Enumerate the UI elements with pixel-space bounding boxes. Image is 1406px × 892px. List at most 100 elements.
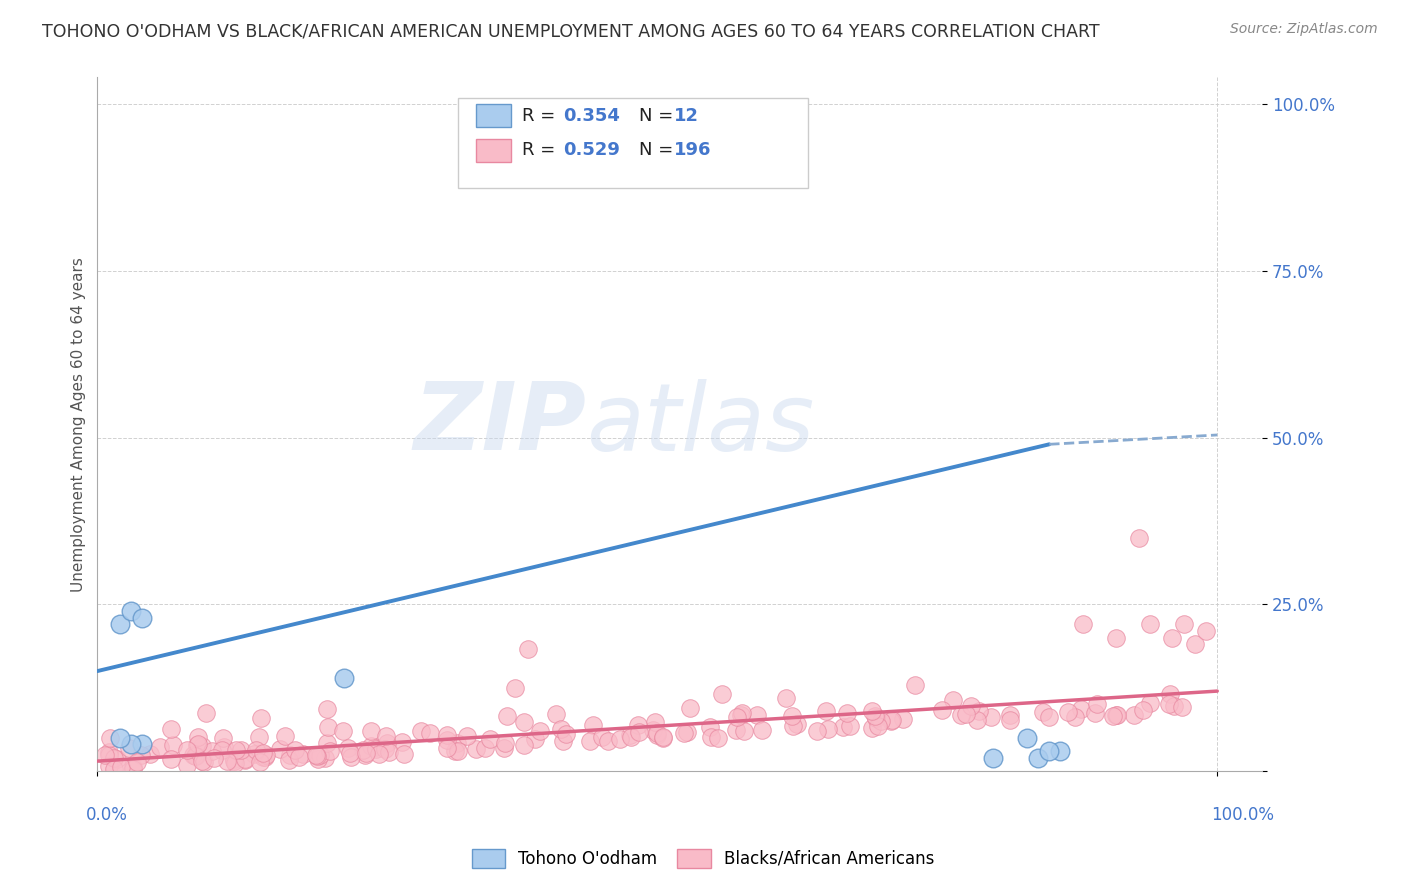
Point (191, 755, 214, 769)
Point (110, 760, 132, 774)
Point (959, 699, 981, 714)
Point (700, 730, 723, 744)
Point (309, 747, 332, 762)
Point (1163, 699, 1185, 714)
Point (269, 742, 291, 756)
Point (231, 743, 253, 757)
Point (366, 741, 388, 756)
Point (360, 723, 382, 738)
Point (368, 747, 391, 761)
Point (316, 735, 339, 749)
Point (201, 744, 224, 758)
Point (291, 747, 314, 761)
Point (127, 755, 149, 769)
Point (436, 733, 458, 747)
Point (579, 734, 602, 748)
Point (582, 718, 605, 732)
Point (494, 736, 516, 750)
Point (98, 758, 121, 772)
Point (340, 750, 363, 764)
Point (676, 724, 699, 739)
Point (337, 740, 360, 755)
Point (217, 754, 239, 768)
Point (181, 748, 204, 763)
Point (1122, 708, 1144, 723)
FancyBboxPatch shape (475, 139, 510, 161)
Point (806, 723, 828, 738)
Text: N =: N = (638, 141, 679, 160)
Point (1159, 687, 1181, 701)
Point (274, 730, 297, 744)
Point (233, 752, 256, 766)
Point (191, 739, 214, 754)
Point (503, 681, 526, 696)
Point (775, 690, 797, 705)
Point (523, 731, 546, 746)
Point (212, 739, 235, 754)
Point (252, 750, 274, 764)
Point (880, 713, 903, 727)
Text: ZIP: ZIP (413, 378, 586, 470)
Point (706, 731, 728, 745)
Point (94, 748, 117, 763)
Point (252, 746, 274, 760)
Point (479, 731, 502, 746)
Point (162, 738, 184, 752)
Point (893, 712, 915, 726)
Text: 12: 12 (673, 106, 699, 125)
Point (202, 750, 225, 764)
Text: Source: ZipAtlas.com: Source: ZipAtlas.com (1230, 22, 1378, 37)
Point (838, 719, 860, 733)
Point (436, 740, 458, 755)
Point (555, 727, 578, 741)
Point (1132, 704, 1154, 718)
Text: TOHONO O'ODHAM VS BLACK/AFRICAN AMERICAN UNEMPLOYMENT AMONG AGES 60 TO 64 YEARS : TOHONO O'ODHAM VS BLACK/AFRICAN AMERICAN… (42, 22, 1099, 40)
Point (222, 752, 245, 766)
Point (1026, 751, 1049, 765)
Point (316, 720, 339, 734)
Point (392, 747, 415, 761)
Point (287, 749, 309, 764)
Point (1195, 624, 1218, 638)
Point (118, 741, 141, 756)
Point (98, 731, 121, 745)
Point (352, 743, 374, 757)
Point (176, 743, 198, 757)
Text: 0.354: 0.354 (564, 106, 620, 125)
Point (1071, 617, 1094, 632)
Point (149, 740, 172, 755)
Point (651, 731, 673, 746)
Point (969, 705, 991, 719)
Legend: Tohono O'odham, Blacks/African Americans: Tohono O'odham, Blacks/African Americans (465, 842, 941, 875)
Point (139, 747, 162, 761)
Point (1032, 705, 1054, 719)
Point (222, 754, 245, 768)
Point (1049, 744, 1071, 758)
Point (339, 746, 361, 760)
Point (129, 747, 152, 762)
Point (1102, 709, 1125, 723)
Text: 196: 196 (673, 141, 711, 160)
Point (360, 739, 382, 753)
Point (513, 738, 536, 752)
Point (280, 747, 302, 762)
Point (284, 742, 307, 756)
Point (553, 734, 575, 748)
Point (120, 738, 142, 752)
Point (620, 730, 643, 744)
Point (194, 706, 217, 720)
Point (980, 710, 1002, 724)
Point (880, 714, 903, 728)
Point (1084, 706, 1107, 720)
Point (751, 723, 773, 737)
Point (1056, 705, 1078, 719)
Point (245, 743, 267, 757)
Point (318, 744, 340, 758)
Point (860, 721, 883, 735)
Point (1139, 697, 1161, 711)
Point (786, 717, 808, 731)
Point (731, 706, 754, 721)
Text: R =: R = (523, 141, 561, 160)
Point (1161, 631, 1184, 645)
Point (942, 693, 965, 707)
